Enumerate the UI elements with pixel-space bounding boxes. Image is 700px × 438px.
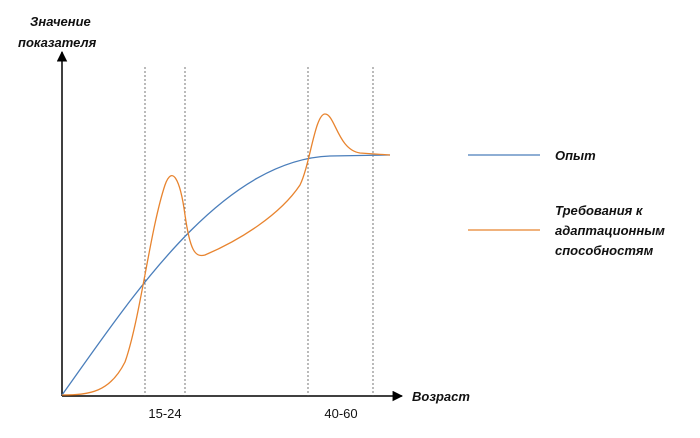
legend-label: способностям <box>555 243 654 258</box>
experience-curve <box>61 154 391 396</box>
x-mark: 15-24 <box>148 406 181 421</box>
legend-label: Требования к <box>555 203 644 218</box>
y-label: Значение <box>30 14 91 29</box>
demand-curve <box>61 113 391 396</box>
y-label: показателя <box>18 35 97 50</box>
x-mark: 40-60 <box>324 406 357 421</box>
legend-label: адаптационным <box>555 223 665 238</box>
legend-label: Опыт <box>555 148 596 163</box>
x-label: Возраст <box>412 389 470 404</box>
